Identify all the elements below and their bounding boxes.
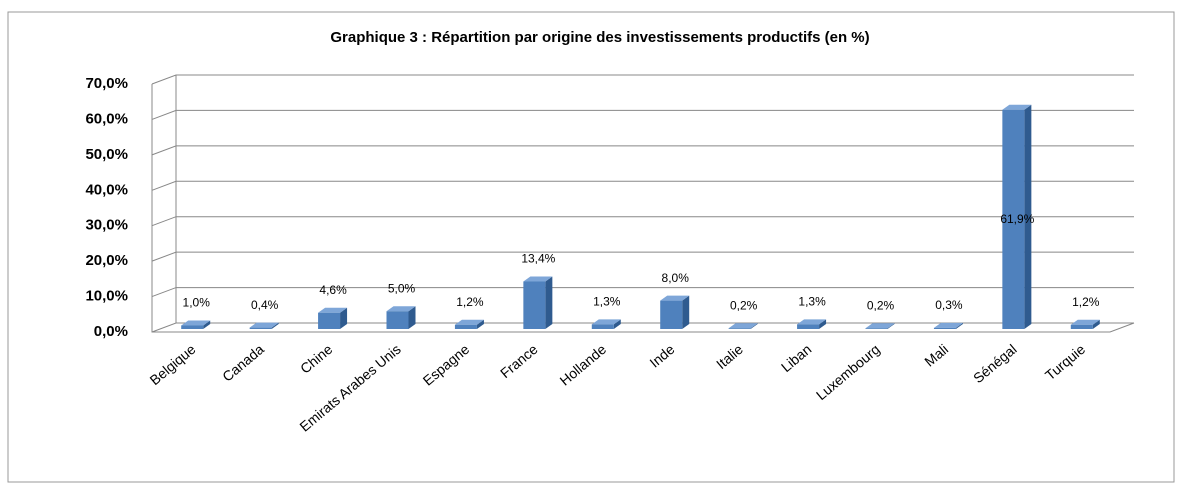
bar-top [454, 319, 484, 325]
grid-line [151, 251, 1134, 262]
bar-top [1070, 319, 1100, 325]
value-label: 1,0% [183, 296, 211, 310]
bar-front [865, 328, 888, 329]
bar-side [271, 322, 279, 329]
bar-front [181, 325, 204, 329]
bar-top [933, 322, 963, 328]
grid-line [151, 216, 1134, 227]
bar [797, 319, 827, 329]
value-label: 0,4% [251, 298, 279, 312]
bar-side [203, 320, 211, 329]
value-label: 8,0% [662, 271, 690, 285]
bar-top [797, 319, 827, 325]
bar-side [955, 322, 963, 329]
value-label: 4,6% [319, 283, 347, 297]
bar-front [386, 311, 409, 329]
bar-top [249, 322, 279, 328]
y-tick-label: 10,0% [85, 288, 128, 305]
chart-title: Graphique 3 : Répartition par origine de… [330, 29, 869, 46]
bar-top [728, 323, 758, 329]
bar-top [386, 306, 416, 312]
y-tick-label: 40,0% [85, 181, 128, 198]
bar-side [613, 319, 621, 329]
bar-front [933, 327, 956, 329]
bar-front [660, 300, 683, 329]
bar-front [249, 327, 272, 329]
bar-top [660, 295, 690, 301]
grid-line [151, 109, 1134, 120]
value-label: 1,3% [798, 295, 826, 309]
wall-edge [151, 84, 1135, 333]
bar-top [181, 320, 211, 326]
bar-front [1002, 109, 1025, 329]
bar-top [591, 319, 621, 325]
value-label: 13,4% [521, 252, 555, 266]
y-tick-label: 20,0% [85, 252, 128, 269]
grid-line [151, 74, 1134, 85]
y-tick-label: 50,0% [85, 146, 128, 163]
y-tick-label: 30,0% [85, 217, 128, 234]
bar-front [454, 324, 477, 329]
bar [523, 276, 553, 329]
bar [318, 307, 348, 329]
bar-front [1070, 324, 1093, 329]
bar [660, 295, 690, 329]
value-label: 0,2% [730, 298, 758, 312]
bar-side [682, 295, 690, 329]
grid-line [151, 180, 1134, 191]
bar [454, 319, 484, 329]
value-label: 0,3% [935, 298, 963, 312]
bar-side [1024, 104, 1032, 329]
value-label: 1,2% [1072, 295, 1100, 309]
bar-side [340, 307, 348, 329]
bar-front [591, 324, 614, 329]
value-label: 61,9% [1000, 212, 1034, 226]
value-label: 0,2% [867, 298, 895, 312]
bar [591, 319, 621, 329]
bar-front [318, 312, 341, 329]
chart-frame [7, 11, 1175, 483]
value-label: 1,3% [593, 295, 621, 309]
bar-front [523, 281, 546, 329]
bar-top [523, 276, 553, 282]
value-label: 5,0% [388, 281, 416, 295]
bar-top [865, 323, 895, 329]
bar [865, 323, 895, 329]
y-tick-label: 60,0% [85, 110, 128, 127]
bar [249, 322, 279, 329]
grid-line [151, 145, 1134, 156]
bar-side [476, 319, 484, 329]
bar-front [797, 324, 820, 329]
bar-front [728, 328, 751, 329]
bar [933, 322, 963, 329]
bar-side [887, 323, 895, 329]
bar [386, 306, 416, 329]
bar [1070, 319, 1100, 329]
y-tick-label: 70,0% [85, 75, 128, 92]
value-label: 1,2% [456, 295, 484, 309]
bar-side [819, 319, 827, 329]
bar-side [408, 306, 416, 329]
bar-side [545, 276, 553, 329]
bar [181, 320, 211, 329]
bar-side [1092, 319, 1100, 329]
bar-top [1002, 104, 1032, 110]
grid-line [151, 287, 1134, 298]
bar-top [318, 307, 348, 313]
bar-side [750, 323, 758, 329]
bar [1002, 104, 1032, 329]
y-tick-label: 0,0% [94, 323, 128, 340]
bar [728, 323, 758, 329]
